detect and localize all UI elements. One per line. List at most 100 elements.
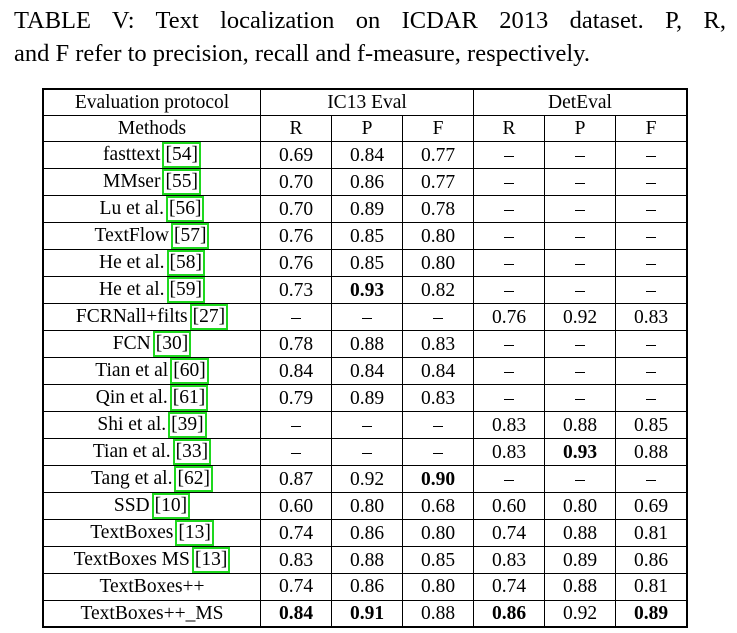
table-row: Shi et al. [39] – – –0.83 0.88 0.85 [42, 411, 688, 440]
value-cell: 0.88 [544, 573, 616, 601]
citation-number: 58 [176, 252, 196, 274]
citation-link[interactable]: [60] [170, 358, 209, 385]
table-row: TextFlow [57] 0.76 0.85 0.80– – – [42, 222, 688, 251]
method-cell: TextBoxes++_MS [42, 599, 261, 628]
value-cell: 0.76 [473, 303, 545, 332]
value-cell: 0.85 [331, 222, 403, 251]
citation-number: 61 [179, 387, 199, 409]
citation-link[interactable]: [56] [165, 196, 205, 223]
value-cell: 0.73 [260, 276, 332, 305]
col-header: P [544, 115, 616, 143]
citation-number: 55 [171, 171, 192, 193]
citation-number: 13 [201, 549, 221, 571]
value-cell: – [473, 249, 545, 278]
protocol-header: Evaluation protocol [42, 88, 261, 117]
method-name: He et al. [98, 279, 165, 301]
method-name: He et al. [98, 252, 165, 274]
value-cell: 0.83 [473, 438, 545, 467]
citation-number: 33 [182, 441, 202, 463]
header-row-columns: Methods R P F R P F [42, 115, 688, 143]
value-cell: – [473, 195, 545, 224]
method-cell: Tang et al. [62] [42, 465, 261, 494]
value-cell: – [615, 195, 688, 224]
caption-line-1: TABLE V: Text localization on ICDAR 2013… [14, 7, 726, 34]
value-cell: – [615, 168, 688, 197]
table-row: Tang et al. [62] 0.87 0.92 0.90– – – [42, 465, 688, 494]
citation-link[interactable]: [10] [151, 493, 191, 520]
value-cell: 0.80 [331, 492, 403, 521]
value-cell: 0.92 [331, 465, 403, 494]
value-cell: – [615, 249, 688, 278]
value-cell: 0.80 [402, 519, 474, 548]
citation-link[interactable]: [13] [175, 520, 214, 547]
value-cell: 0.60 [260, 492, 332, 521]
value-cell: 0.80 [544, 492, 616, 521]
method-cell: Lu et al. [56] [42, 195, 261, 224]
value-cell: 0.88 [544, 411, 616, 440]
method-cell: Qin et al. [61] [42, 384, 261, 413]
value-cell: – [260, 303, 332, 332]
method-name: Lu et al. [99, 198, 164, 220]
method-name: TextBoxes [90, 522, 174, 544]
value-cell: 0.81 [615, 519, 688, 548]
table-row: FCN [30] 0.78 0.88 0.83– – – [42, 330, 688, 359]
method-name: fasttext [103, 144, 161, 166]
value-cell: – [615, 141, 688, 170]
citation-link[interactable]: [30] [152, 331, 192, 358]
table-row: TextBoxes [13] 0.74 0.86 0.80 0.74 0.88 0.81 [42, 519, 688, 548]
citation-link[interactable]: [55] [162, 169, 201, 196]
method-name: Shi et al. [97, 414, 167, 436]
value-cell: 0.77 [402, 141, 474, 170]
method-name: TextBoxes++_MS [80, 602, 224, 624]
value-cell: – [544, 195, 616, 224]
value-cell: 0.78 [260, 330, 332, 359]
value-cell: – [544, 168, 616, 197]
citation-link[interactable]: [58] [166, 250, 205, 277]
value-cell: 0.89 [331, 384, 403, 413]
value-cell: 0.88 [331, 546, 403, 575]
value-cell: – [473, 141, 545, 170]
citation-link[interactable]: [13] [191, 547, 231, 574]
method-cell: Shi et al. [39] [42, 411, 261, 440]
method-cell: TextBoxes MS [13] [42, 546, 261, 575]
citation-link[interactable]: [57] [170, 223, 210, 250]
table-row: Qin et al. [61] 0.79 0.89 0.83– – – [42, 384, 688, 413]
value-cell: 0.76 [260, 249, 332, 278]
citation-number: 57 [180, 225, 200, 247]
table-row: He et al. [59] 0.73 0.93 0.82– – – [42, 276, 688, 305]
method-cell: FCRNall+filts [27] [42, 303, 261, 332]
value-cell: 0.83 [615, 303, 688, 332]
value-cell: – [544, 330, 616, 359]
value-cell: 0.88 [544, 519, 616, 548]
value-cell: 0.80 [402, 573, 474, 601]
value-cell: 0.70 [260, 168, 332, 197]
method-name: TextBoxes++ [99, 576, 205, 598]
method-cell: TextBoxes [13] [42, 519, 261, 548]
col-header: F [615, 115, 688, 143]
value-cell: 0.90 [402, 465, 474, 494]
citation-link[interactable]: [27] [189, 304, 229, 331]
table-row: He et al. [58] 0.76 0.85 0.80– – – [42, 249, 688, 278]
method-name: Tian et al [95, 360, 169, 382]
citation-link[interactable]: [33] [172, 439, 212, 466]
value-cell: 0.84 [331, 141, 403, 170]
value-cell: 0.84 [260, 599, 332, 628]
value-cell: – [402, 438, 474, 467]
value-cell: 0.83 [402, 330, 474, 359]
method-cell: TextBoxes++ [42, 573, 261, 601]
method-name: FCN [112, 333, 151, 355]
method-name: TextFlow [94, 225, 169, 247]
value-cell: 0.79 [260, 384, 332, 413]
value-cell: 0.91 [331, 599, 403, 628]
citation-link[interactable]: [61] [169, 385, 209, 412]
citation-link[interactable]: [54] [162, 142, 201, 169]
method-cell: TextFlow [57] [42, 222, 261, 251]
citation-link[interactable]: [39] [168, 412, 207, 439]
value-cell: – [402, 411, 474, 440]
method-cell: Tian et al [60] [42, 357, 261, 386]
method-cell: He et al. [59] [42, 276, 261, 305]
citation-link[interactable]: [59] [166, 277, 205, 304]
value-cell: 0.86 [331, 573, 403, 601]
citation-link[interactable]: [62] [174, 466, 213, 493]
value-cell: 0.85 [402, 546, 474, 575]
